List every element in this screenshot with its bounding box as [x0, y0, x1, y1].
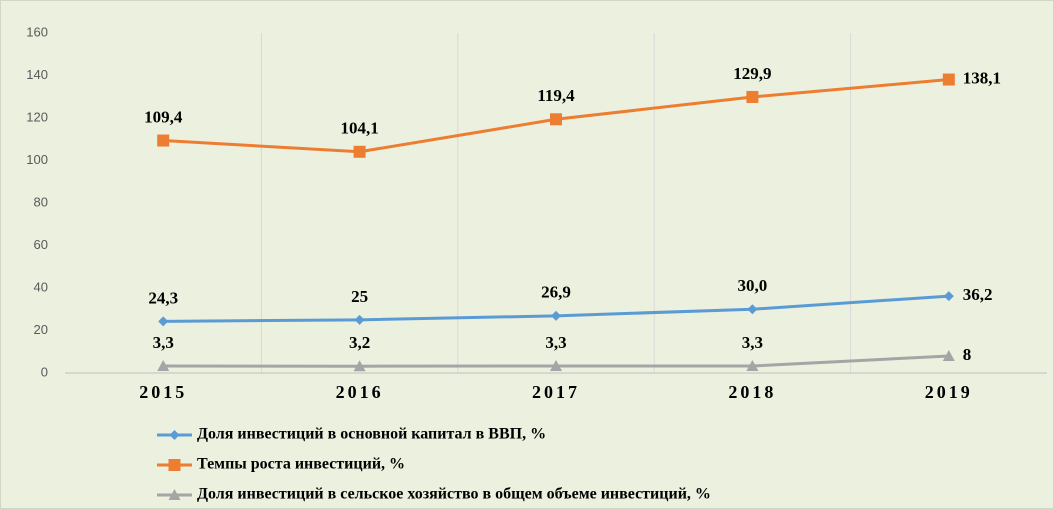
y-tick-label: 0 [41, 364, 48, 379]
y-tick-label: 140 [26, 67, 48, 82]
y-tick-label: 80 [34, 194, 48, 209]
data-label: 8 [963, 345, 972, 364]
x-tick-label: 2017 [532, 382, 580, 402]
data-label: 24,3 [148, 288, 178, 307]
x-tick-label: 2016 [336, 382, 384, 402]
marker [942, 350, 955, 361]
legend-label: Темпы роста инвестиций, % [197, 456, 405, 473]
data-label: 3,3 [153, 333, 174, 352]
marker [158, 316, 169, 327]
data-label: 30,0 [738, 276, 768, 295]
marker [157, 359, 170, 371]
data-label: 3,3 [742, 333, 763, 352]
x-tick-label: 2015 [139, 382, 187, 402]
data-label: 104,1 [340, 119, 378, 138]
y-tick-label: 120 [26, 109, 48, 124]
marker [746, 359, 759, 371]
marker [551, 310, 561, 321]
y-tick-label: 100 [26, 152, 48, 167]
data-label: 3,2 [349, 333, 370, 352]
data-label: 25 [351, 287, 368, 306]
x-tick-label: 2018 [728, 382, 776, 402]
y-tick-label: 60 [34, 237, 48, 252]
marker [943, 291, 954, 302]
data-label: 138,1 [963, 68, 1001, 87]
legend-label: Доля инвестиций в сельское хозяйство в о… [197, 486, 711, 503]
marker [354, 314, 365, 325]
marker [550, 113, 562, 126]
x-tick-label: 2019 [925, 382, 973, 402]
marker [353, 145, 366, 158]
marker [747, 304, 758, 315]
y-tick-label: 160 [26, 24, 48, 39]
data-label: 109,4 [144, 107, 183, 126]
data-label: 129,9 [733, 64, 771, 83]
legend-marker [168, 459, 181, 471]
legend-label: Доля инвестиций в основной капитал в ВВП… [197, 426, 546, 443]
data-label: 119,4 [537, 86, 575, 105]
data-label: 26,9 [541, 283, 571, 302]
marker [746, 90, 759, 103]
data-label: 36,2 [963, 285, 993, 304]
marker [157, 134, 170, 147]
marker [353, 360, 366, 372]
y-tick-label: 40 [34, 279, 48, 294]
data-label: 3,3 [545, 333, 566, 352]
legend-marker [169, 430, 180, 440]
marker [942, 73, 955, 86]
y-tick-label: 20 [34, 322, 48, 337]
legend-marker [168, 489, 181, 500]
marker [550, 359, 562, 371]
